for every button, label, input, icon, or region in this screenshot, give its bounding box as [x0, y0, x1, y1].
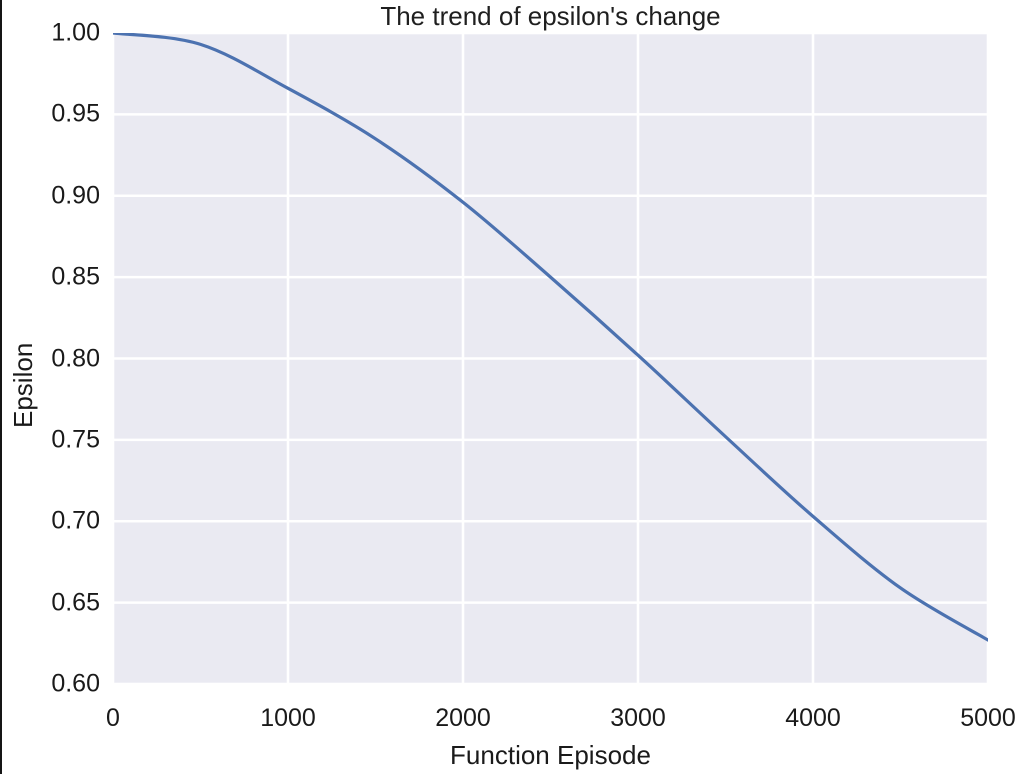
y-tick-label: 0.95 — [51, 99, 100, 128]
x-axis-label: Function Episode — [450, 740, 651, 770]
plot-area — [113, 33, 988, 684]
y-tick-label: 0.60 — [51, 669, 100, 698]
x-axis-ticks: 0 1000 2000 3000 4000 5000 — [106, 700, 1016, 732]
x-tick-label: 5000 — [960, 704, 1016, 732]
plot-canvas — [113, 33, 988, 684]
y-tick-label: 0.80 — [51, 344, 100, 372]
epsilon-curve — [113, 33, 988, 642]
x-tick-label: 1000 — [260, 704, 316, 732]
y-tick-label: 0.65 — [51, 588, 100, 617]
y-tick-label: 0.70 — [51, 506, 100, 535]
y-tick-label: 0.75 — [51, 425, 100, 454]
chart-title: The trend of epsilon's change — [380, 1, 721, 31]
x-tick-label: 4000 — [785, 704, 841, 732]
x-tick-label: 0 — [106, 704, 120, 732]
y-tick-label: 0.90 — [51, 181, 100, 210]
y-tick-label: 1.00 — [51, 18, 100, 47]
y-tick-label: 0.85 — [51, 262, 100, 291]
x-tick-label: 2000 — [435, 704, 491, 732]
y-axis-ticks: 0.60 0.65 0.70 0.75 0.80 0.85 0.90 0.95 1.00 — [2, 19, 100, 698]
x-tick-label: 3000 — [610, 704, 666, 732]
